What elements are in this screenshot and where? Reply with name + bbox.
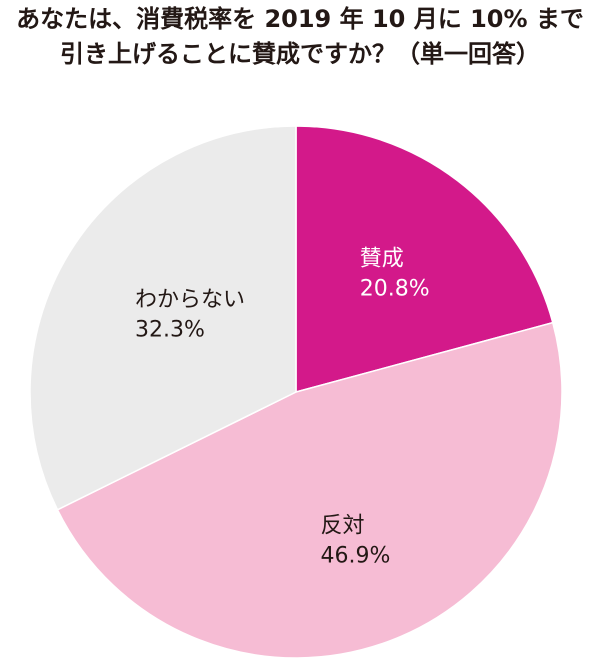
pie-slice-value-2: 32.3% bbox=[135, 318, 205, 343]
pie-slice-1 bbox=[56, 321, 563, 658]
pie-slice-label-0: 賛成 bbox=[360, 247, 404, 272]
pie-slice-label-1: 反対 bbox=[321, 513, 365, 538]
chart-title: あなたは、消費税率を 2019 年 10 月に 10% まで 引き上げることに賛… bbox=[0, 2, 600, 72]
pie-labels: 賛成 20.8% 反対 46.9% わからない 32.3% bbox=[135, 247, 430, 569]
pie-slices bbox=[29, 125, 563, 658]
chart-title-line-1: あなたは、消費税率を 2019 年 10 月に 10% まで bbox=[16, 5, 584, 33]
pie-slice-label-2: わからない bbox=[135, 288, 245, 313]
pie-slice-0 bbox=[295, 125, 554, 393]
pie-slice-value-0: 20.8% bbox=[360, 277, 430, 302]
pie-slice-value-1: 46.9% bbox=[321, 543, 391, 568]
pie-slice-2 bbox=[29, 125, 297, 511]
chart-title-line-2: 引き上げることに賛成ですか？（単一回答） bbox=[60, 40, 540, 68]
